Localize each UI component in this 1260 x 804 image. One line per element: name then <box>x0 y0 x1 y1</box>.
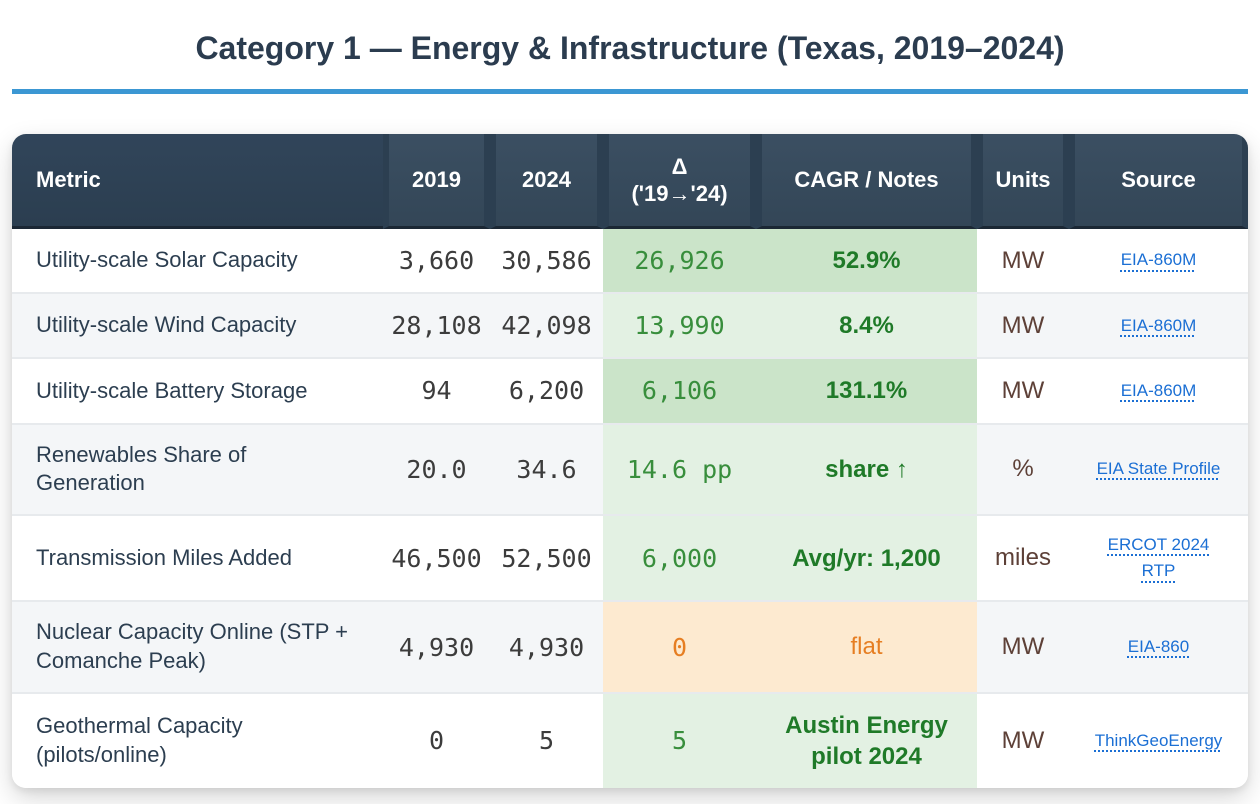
cagr-notes: Avg/yr: 1,200 <box>756 513 977 601</box>
value-2024: 6,200 <box>490 357 603 423</box>
source-link[interactable]: ThinkGeoEnergy <box>1094 730 1223 750</box>
cagr-notes: 8.4% <box>756 292 977 358</box>
metrics-table: Metric 2019 2024 Δ ('19→'24) CAGR / Note… <box>12 134 1248 788</box>
cagr-notes: 131.1% <box>756 357 977 423</box>
source-cell: ThinkGeoEnergy <box>1069 691 1248 788</box>
table-header-row: Metric 2019 2024 Δ ('19→'24) CAGR / Note… <box>12 134 1248 229</box>
cagr-notes: flat <box>756 600 977 692</box>
source-link[interactable]: ERCOT 2024 RTP <box>1107 534 1210 581</box>
value-2024: 42,098 <box>490 292 603 358</box>
units-label: % <box>977 422 1069 514</box>
value-2019: 46,500 <box>383 513 490 601</box>
source-cell: EIA-860M <box>1069 229 1248 293</box>
column-header-2019: 2019 <box>383 134 490 229</box>
metric-label: Transmission Miles Added <box>12 513 383 601</box>
source-cell: EIA-860M <box>1069 292 1248 358</box>
delta-value: 26,926 <box>603 229 756 293</box>
value-2019: 94 <box>383 357 490 423</box>
source-cell: EIA-860 <box>1069 600 1248 692</box>
units-label: miles <box>977 513 1069 601</box>
metric-label: Utility-scale Solar Capacity <box>12 229 383 293</box>
delta-value: 14.6 pp <box>603 422 756 514</box>
source-link[interactable]: EIA State Profile <box>1096 458 1221 478</box>
page-title: Category 1 — Energy & Infrastructure (Te… <box>195 30 1065 66</box>
source-link[interactable]: EIA-860M <box>1120 380 1197 400</box>
table-row-nuclear: Nuclear Capacity Online (STP + Comanche … <box>12 600 1248 692</box>
units-label: MW <box>977 691 1069 788</box>
value-2024: 52,500 <box>490 513 603 601</box>
value-2024: 34.6 <box>490 422 603 514</box>
metric-label: Geothermal Capacity (pilots/online) <box>12 691 383 788</box>
delta-value: 6,106 <box>603 357 756 423</box>
metric-label: Renewables Share of Generation <box>12 422 383 514</box>
column-header-metric: Metric <box>12 134 383 229</box>
cagr-notes: 52.9% <box>756 229 977 293</box>
column-header-cagr-notes: CAGR / Notes <box>756 134 977 229</box>
column-header-2024: 2024 <box>490 134 603 229</box>
delta-value: 0 <box>603 600 756 692</box>
table-row-wind: Utility-scale Wind Capacity 28,108 42,09… <box>12 292 1248 358</box>
value-2024: 4,930 <box>490 600 603 692</box>
column-header-delta: Δ ('19→'24) <box>603 134 756 229</box>
table-row-renewables-share: Renewables Share of Generation 20.0 34.6… <box>12 422 1248 514</box>
delta-value: 13,990 <box>603 292 756 358</box>
title-underline <box>12 89 1248 94</box>
units-label: MW <box>977 600 1069 692</box>
cagr-notes: share ↑ <box>756 422 977 514</box>
metric-label: Utility-scale Wind Capacity <box>12 292 383 358</box>
value-2024: 5 <box>490 691 603 788</box>
source-link[interactable]: EIA-860 <box>1127 636 1190 656</box>
table-row-solar: Utility-scale Solar Capacity 3,660 30,58… <box>12 229 1248 293</box>
cagr-notes: Austin Energy pilot 2024 <box>756 691 977 788</box>
source-link[interactable]: EIA-860M <box>1120 315 1197 335</box>
source-cell: EIA-860M <box>1069 357 1248 423</box>
column-header-units: Units <box>977 134 1069 229</box>
delta-range: ('19→'24) <box>631 181 728 206</box>
units-label: MW <box>977 357 1069 423</box>
metric-label: Nuclear Capacity Online (STP + Comanche … <box>12 600 383 692</box>
delta-value: 5 <box>603 691 756 788</box>
value-2019: 3,660 <box>383 229 490 293</box>
delta-value: 6,000 <box>603 513 756 601</box>
value-2019: 0 <box>383 691 490 788</box>
source-cell: ERCOT 2024 RTP <box>1069 513 1248 601</box>
source-cell: EIA State Profile <box>1069 422 1248 514</box>
column-header-source: Source <box>1069 134 1248 229</box>
units-label: MW <box>977 229 1069 293</box>
source-link[interactable]: EIA-860M <box>1120 250 1197 270</box>
table-row-battery: Utility-scale Battery Storage 94 6,200 6… <box>12 357 1248 423</box>
value-2019: 20.0 <box>383 422 490 514</box>
table-row-transmission: Transmission Miles Added 46,500 52,500 6… <box>12 513 1248 601</box>
value-2019: 4,930 <box>383 600 490 692</box>
delta-symbol: Δ <box>671 153 688 179</box>
metric-label: Utility-scale Battery Storage <box>12 357 383 423</box>
value-2024: 30,586 <box>490 229 603 293</box>
value-2019: 28,108 <box>383 292 490 358</box>
units-label: MW <box>977 292 1069 358</box>
metrics-table-card: Metric 2019 2024 Δ ('19→'24) CAGR / Note… <box>12 134 1248 788</box>
table-row-geothermal: Geothermal Capacity (pilots/online) 0 5 … <box>12 691 1248 788</box>
